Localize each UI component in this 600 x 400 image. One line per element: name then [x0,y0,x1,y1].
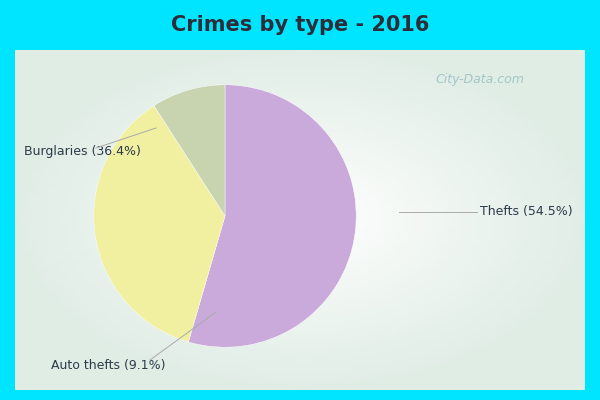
Text: Auto thefts (9.1%): Auto thefts (9.1%) [51,360,165,372]
Wedge shape [188,85,356,347]
Text: City-Data.com: City-Data.com [436,74,524,86]
Wedge shape [94,106,225,342]
Text: Crimes by type - 2016: Crimes by type - 2016 [171,15,429,35]
Text: Burglaries (36.4%): Burglaries (36.4%) [24,146,141,158]
Wedge shape [154,85,225,216]
Text: Thefts (54.5%): Thefts (54.5%) [480,206,572,218]
